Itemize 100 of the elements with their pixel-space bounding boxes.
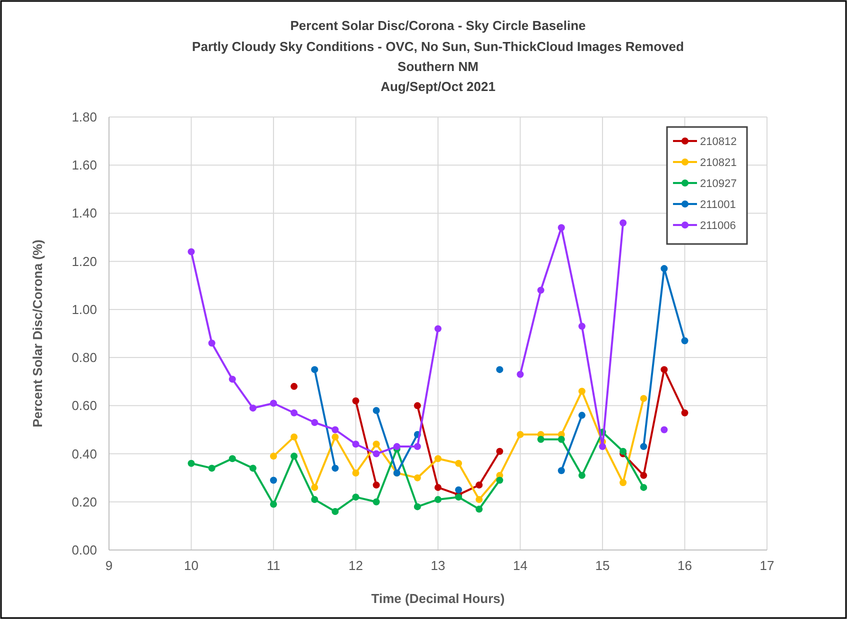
point xyxy=(516,370,524,378)
point xyxy=(476,506,483,513)
legend-label: 210821 xyxy=(700,157,737,169)
x-tick-label: 13 xyxy=(430,558,446,573)
point xyxy=(455,494,462,501)
point xyxy=(208,464,216,472)
point xyxy=(640,484,648,491)
point xyxy=(290,452,298,460)
point xyxy=(311,484,318,491)
point xyxy=(290,433,298,440)
point xyxy=(372,406,380,414)
y-tick-label: 1.80 xyxy=(72,110,97,124)
point xyxy=(352,440,360,448)
x-tick-label: 17 xyxy=(760,558,774,573)
point xyxy=(270,476,277,484)
point xyxy=(414,443,421,450)
point xyxy=(372,498,380,506)
point xyxy=(640,394,648,402)
point xyxy=(208,340,216,347)
point xyxy=(414,503,421,510)
point xyxy=(681,409,688,416)
y-tick-label: 0.20 xyxy=(72,494,97,510)
point xyxy=(434,455,442,462)
x-tick-label: 14 xyxy=(513,558,528,573)
point xyxy=(660,366,668,374)
point xyxy=(620,448,627,455)
y-tick-label: 0.00 xyxy=(72,542,97,558)
point xyxy=(578,412,586,419)
point xyxy=(476,482,483,489)
point xyxy=(558,467,565,474)
y-tick-label: 1.40 xyxy=(72,206,97,221)
point xyxy=(681,337,688,344)
point xyxy=(332,508,339,516)
point xyxy=(578,322,586,330)
point xyxy=(188,460,195,467)
y-tick-label: 1.60 xyxy=(72,158,97,173)
point xyxy=(352,397,360,404)
point xyxy=(558,436,565,443)
point xyxy=(434,496,442,503)
point xyxy=(372,482,380,489)
point xyxy=(270,400,277,407)
point xyxy=(476,496,483,503)
point xyxy=(660,265,668,272)
y-axis-title: Percent Solar Disc/Corona (%) xyxy=(30,240,45,428)
point xyxy=(660,426,668,434)
point xyxy=(537,436,544,443)
point xyxy=(640,443,648,450)
legend-label: 210927 xyxy=(700,178,737,190)
point xyxy=(434,325,442,332)
legend-label: 211006 xyxy=(700,220,736,232)
x-tick-label: 10 xyxy=(184,558,198,573)
point xyxy=(270,500,277,508)
chart-title: Percent Solar Disc/Corona - Sky Circle Baseline xyxy=(290,18,586,33)
chart-subtitle: Partly Cloudy Sky Conditions - OVC, No Sun, Sun-ThickCloud Images Removed Southern NM Aug/Sept/Oct 2021 xyxy=(192,39,684,94)
point xyxy=(270,452,277,460)
point xyxy=(372,450,380,458)
point xyxy=(332,464,339,472)
point xyxy=(290,409,298,416)
point xyxy=(516,431,524,438)
point xyxy=(496,476,504,484)
point xyxy=(188,248,195,256)
point xyxy=(640,472,648,479)
point xyxy=(290,382,298,390)
x-tick-label: 16 xyxy=(678,558,692,573)
x-tick-label: 11 xyxy=(266,558,280,573)
point xyxy=(434,484,442,491)
point xyxy=(455,460,462,467)
point xyxy=(311,496,318,503)
point xyxy=(578,388,586,395)
x-axis-title: Time (Decimal Hours) xyxy=(371,591,505,606)
legend-label: 210812 xyxy=(700,136,737,148)
point xyxy=(311,366,318,374)
point xyxy=(414,402,421,410)
point xyxy=(228,455,236,462)
point xyxy=(455,486,462,494)
y-tick-label: 1.20 xyxy=(72,254,97,269)
point xyxy=(352,470,360,477)
point xyxy=(578,472,586,479)
point xyxy=(311,419,318,426)
point xyxy=(372,440,380,448)
legend-label: 211001 xyxy=(700,199,736,211)
x-tick-label: 15 xyxy=(595,558,610,573)
point xyxy=(496,448,504,455)
y-tick-label: 0.60 xyxy=(72,398,97,414)
point xyxy=(249,464,256,472)
point xyxy=(249,404,256,412)
point xyxy=(414,474,421,482)
point xyxy=(599,443,606,450)
x-tick-label: 12 xyxy=(348,558,363,573)
point xyxy=(620,479,627,486)
y-tick-label: 0.40 xyxy=(72,446,97,462)
point xyxy=(352,494,360,501)
point xyxy=(332,433,339,440)
y-tick-label: 1.00 xyxy=(72,302,97,317)
point xyxy=(537,286,544,294)
point xyxy=(228,376,236,383)
x-tick-label: 9 xyxy=(105,558,113,573)
y-tick-label: 0.80 xyxy=(72,350,97,366)
point xyxy=(558,224,565,232)
point xyxy=(332,426,339,434)
